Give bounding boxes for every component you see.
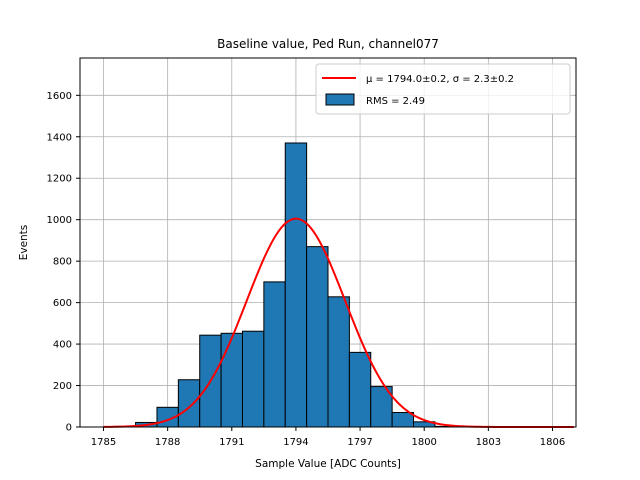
histogram-bar: [327, 296, 350, 428]
x-axis-label: Sample Value [ADC Counts]: [255, 458, 401, 470]
x-axis-ticks: 1785 1788 1791 1794 1797 1800 1803 1806: [91, 427, 565, 448]
y-tick-label: 200: [53, 381, 72, 392]
x-tick-label: 1806: [540, 437, 565, 448]
x-tick-label: 1800: [411, 437, 436, 448]
histogram-bar: [177, 379, 201, 428]
x-tick-label: 1791: [219, 437, 244, 448]
histogram-bars: [113, 142, 457, 428]
y-tick-label: 800: [53, 257, 72, 268]
legend-box: [315, 63, 571, 115]
histogram-bar: [348, 351, 372, 428]
histogram-bar: [220, 332, 243, 428]
y-tick-label: 1400: [47, 132, 72, 143]
y-tick-label: 600: [53, 298, 72, 309]
y-axis-label: Events: [18, 225, 30, 261]
x-tick-label: 1788: [155, 437, 180, 448]
x-tick-label: 1797: [347, 437, 372, 448]
y-tick-label: 0: [66, 423, 72, 434]
histogram-bar: [306, 246, 329, 428]
histogram-bar: [263, 281, 286, 428]
y-tick-label: 400: [53, 340, 72, 351]
y-axis-ticks: 0 200 400 600 800 1000 1200 1400 1600: [47, 91, 80, 434]
x-tick-label: 1794: [283, 437, 308, 448]
histogram-bar: [241, 330, 265, 428]
plot-frame: [79, 57, 577, 428]
histogram-bar: [391, 411, 415, 428]
y-tick-label: 1000: [47, 215, 72, 226]
legend: μ = 1794.0±0.2, σ = 2.3±0.2 RMS = 2.49: [315, 63, 571, 115]
legend-histogram-label: RMS = 2.49: [366, 96, 425, 107]
y-tick-label: 1200: [47, 174, 72, 185]
x-tick-label: 1803: [476, 437, 501, 448]
legend-histogram-swatch: [325, 93, 355, 106]
histogram-bar: [284, 142, 308, 428]
legend-fit-label: μ = 1794.0±0.2, σ = 2.3±0.2: [366, 74, 514, 85]
chart-title: Baseline value, Ped Run, channel077: [217, 37, 439, 51]
x-tick-label: 1785: [91, 437, 116, 448]
y-tick-label: 1600: [47, 91, 72, 102]
